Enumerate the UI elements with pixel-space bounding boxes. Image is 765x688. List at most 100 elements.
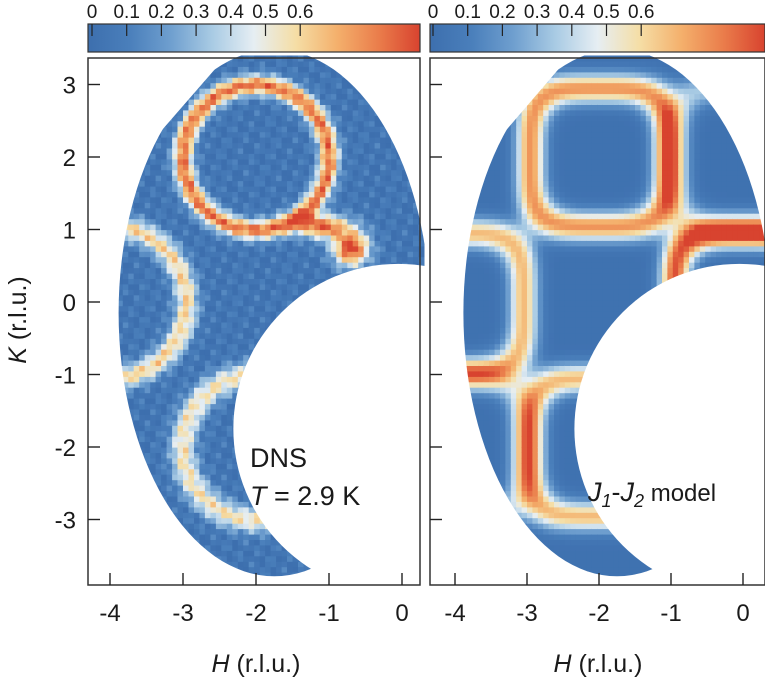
heatmap-cell xyxy=(123,578,129,584)
heatmap-cell xyxy=(347,561,354,568)
heatmap-cell xyxy=(155,169,162,176)
heatmap-cell xyxy=(352,436,359,443)
heatmap-cell xyxy=(314,283,321,290)
heatmap-cell xyxy=(319,93,326,100)
heatmap-cell xyxy=(210,490,217,497)
heatmap-cell xyxy=(265,202,272,209)
heatmap-cell xyxy=(133,349,140,356)
heatmap-cell xyxy=(226,403,233,410)
heatmap-cell xyxy=(336,376,343,383)
heatmap-cell xyxy=(281,93,288,100)
heatmap-cell xyxy=(95,501,101,507)
heatmap-cell xyxy=(118,436,124,443)
heatmap-cell xyxy=(118,283,124,290)
heatmap-cell xyxy=(204,479,211,486)
heatmap-cell xyxy=(254,109,261,116)
heatmap-cell xyxy=(122,289,129,296)
heatmap-cell xyxy=(287,289,294,296)
heatmap-cell xyxy=(183,441,190,448)
heatmap-cell xyxy=(325,229,332,236)
heatmap-cell xyxy=(155,180,162,187)
heatmap-cell xyxy=(155,115,162,122)
heatmap-cell xyxy=(204,387,211,394)
heatmap-cell xyxy=(166,213,173,220)
heatmap-cell xyxy=(139,186,146,192)
heatmap-cell xyxy=(325,332,332,339)
heatmap-cell xyxy=(259,93,266,100)
heatmap-cell xyxy=(319,66,326,73)
heatmap-cell xyxy=(215,158,222,165)
heatmap-cell xyxy=(281,234,288,241)
heatmap-cell xyxy=(336,104,343,111)
heatmap-cell xyxy=(248,169,255,176)
heatmap-cell xyxy=(139,82,146,89)
heatmap-cell xyxy=(265,474,272,481)
heatmap-cell xyxy=(352,99,359,105)
heatmap-cell xyxy=(330,572,337,577)
heatmap-cell xyxy=(101,66,107,72)
heatmap-cell xyxy=(161,332,168,339)
heatmap-cell xyxy=(292,88,299,95)
heatmap-cell xyxy=(194,441,201,448)
heatmap-cell xyxy=(172,142,179,149)
heatmap-cell xyxy=(341,153,348,160)
heatmap-cell xyxy=(215,251,222,258)
heatmap-cell xyxy=(243,539,250,546)
heatmap-cell xyxy=(352,387,359,394)
heatmap-cell xyxy=(248,294,255,301)
heatmap-cell xyxy=(199,126,206,133)
heatmap-cell xyxy=(122,332,129,339)
heatmap-cell xyxy=(281,561,288,568)
heatmap-cell xyxy=(281,495,288,502)
heatmap-cell xyxy=(106,66,112,72)
heatmap-cell xyxy=(221,517,228,524)
heatmap-cell xyxy=(325,131,332,138)
heatmap-cell xyxy=(183,169,190,176)
heatmap-cell xyxy=(112,257,118,263)
heatmap-cell xyxy=(161,245,168,252)
heatmap-cell xyxy=(183,566,190,573)
heatmap-cell xyxy=(183,447,190,453)
heatmap-cell xyxy=(243,131,250,138)
heatmap-cell xyxy=(325,561,332,568)
heatmap-cell xyxy=(204,245,211,252)
heatmap-cell xyxy=(106,300,112,306)
heatmap-cell xyxy=(308,354,315,361)
heatmap-cell xyxy=(172,327,179,334)
heatmap-cell xyxy=(292,262,299,269)
heatmap-cell xyxy=(325,376,332,383)
heatmap-cell xyxy=(101,273,107,279)
heatmap-cell xyxy=(106,539,112,545)
heatmap-cell xyxy=(232,207,239,214)
heatmap-cell xyxy=(150,186,157,192)
heatmap-cell xyxy=(122,408,129,415)
heatmap-cell xyxy=(336,311,343,318)
heatmap-cell xyxy=(314,164,321,171)
heatmap-cell xyxy=(243,387,250,394)
heatmap-cell xyxy=(161,311,168,318)
heatmap-cell xyxy=(276,234,283,241)
heatmap-cell xyxy=(248,360,255,366)
heatmap-cell xyxy=(308,419,315,426)
heatmap-cell xyxy=(336,207,343,214)
heatmap-cell xyxy=(118,376,124,383)
heatmap-cell xyxy=(188,267,195,274)
heatmap-cell xyxy=(204,289,211,296)
heatmap-cell xyxy=(194,267,201,274)
heatmap-cell xyxy=(254,425,261,432)
heatmap-cell xyxy=(133,555,140,562)
heatmap-cell xyxy=(308,474,315,481)
heatmap-cell xyxy=(314,457,321,464)
heatmap-cell xyxy=(210,283,217,290)
heatmap-cell xyxy=(237,147,244,154)
heatmap-cell xyxy=(204,251,211,258)
heatmap-cell xyxy=(281,278,288,285)
heatmap-cell xyxy=(188,403,195,410)
heatmap-cell xyxy=(352,60,359,67)
heatmap-cell xyxy=(172,240,179,247)
heatmap-cell xyxy=(215,479,222,486)
heatmap-cell xyxy=(265,578,271,584)
heatmap-cell xyxy=(287,572,294,577)
heatmap-cell xyxy=(259,240,266,247)
heatmap-cell xyxy=(308,365,315,372)
